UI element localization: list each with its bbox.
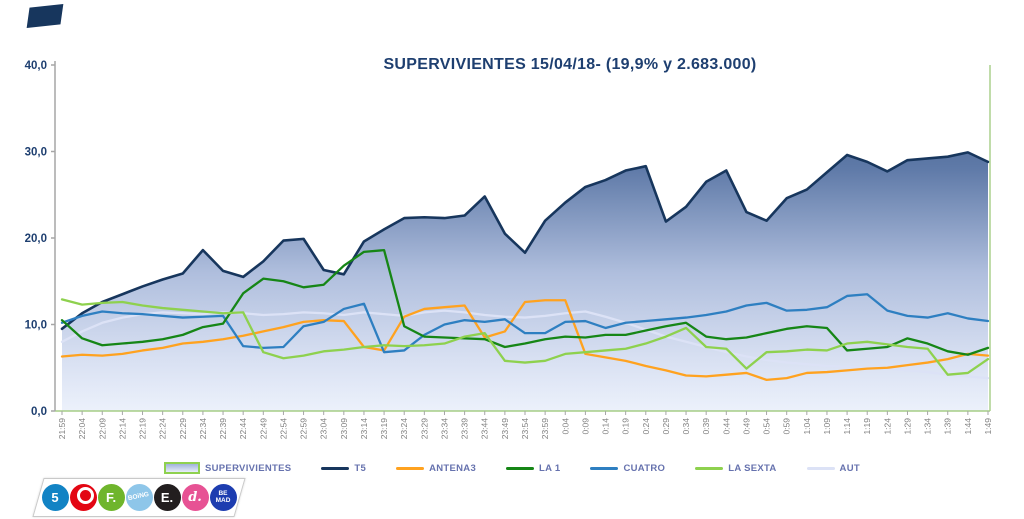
x-tick-label: 22:14: [117, 418, 127, 440]
series-line-t5: [60, 151, 990, 331]
series-line-cuatro: [60, 293, 990, 354]
x-tick-label: 0:04: [560, 418, 570, 435]
y-tick-label: 40,0: [25, 60, 47, 72]
legend-label: CUATRO: [623, 462, 666, 474]
series-line-la-sexta: [60, 298, 990, 376]
legend-item-aut: AUT: [806, 462, 860, 474]
boing-logo: BOiNG: [125, 484, 153, 511]
y-tick-label: 20,0: [25, 233, 47, 245]
chart-title: SUPERVIVIENTES 15/04/18- (19,9% y 2.683.…: [383, 56, 757, 73]
x-tick-label: 22:34: [198, 418, 208, 440]
legend-swatch: [321, 466, 350, 470]
legend-item-la-1: LA 1: [506, 463, 560, 474]
x-tick-label: 0:49: [741, 418, 751, 435]
x-tick-label: 23:09: [339, 418, 349, 440]
x-tick-label: 22:29: [178, 418, 188, 440]
t5-area: [62, 152, 988, 412]
legend-swatch: [806, 466, 835, 470]
x-tick-label: 23:44: [480, 418, 490, 440]
cuatro-logo: [69, 484, 97, 511]
divinity-logo: d.: [181, 484, 209, 511]
legend-label: LA 1: [539, 462, 561, 474]
legend-item-cuatro: CUATRO: [590, 463, 665, 474]
x-tick-label: 22:19: [138, 418, 148, 440]
y-tick-label: 10,0: [25, 320, 47, 332]
fdf-logo: F.: [97, 484, 125, 511]
x-tick-label: 1:24: [882, 418, 892, 435]
series-line-la-1: [60, 248, 990, 356]
x-tick-label: 1:14: [842, 418, 852, 435]
legend-swatch: [695, 466, 724, 470]
legend-label: LA SEXTA: [728, 462, 777, 474]
x-tick-label: 1:49: [983, 418, 993, 435]
x-tick-label: 21:59: [57, 418, 67, 440]
x-tick-label: 0:24: [641, 418, 651, 435]
x-tick-label: 0:39: [701, 418, 711, 435]
x-tick-label: 0:44: [721, 418, 731, 435]
x-tick-label: 1:29: [902, 418, 912, 435]
x-tick-label: 0:29: [661, 418, 671, 435]
legend-item-la-sexta: LA SEXTA: [695, 463, 776, 474]
legend-swatch: [590, 466, 619, 470]
cuatro-ring-icon: [76, 487, 94, 504]
x-tick-label: 22:54: [278, 418, 288, 440]
audience-line-chart: 0,0 10,0 20,0 30,0 40,0 21:59 22:04 22:09 22:14 2…: [25, 60, 993, 440]
x-tick-label: 0:14: [601, 418, 611, 435]
legend-label: SUPERVIVIENTES: [205, 462, 292, 474]
x-tick-label: 1:39: [943, 418, 953, 435]
legend-item-t5: T5: [321, 463, 366, 474]
x-tick-label: 22:44: [238, 418, 248, 440]
x-tick-label: 0:59: [782, 418, 792, 435]
x-tick-label: 1:34: [923, 418, 933, 435]
x-tick-label: 1:19: [862, 418, 872, 435]
x-tick-label: 22:39: [218, 418, 228, 440]
channel-logos-band: 5 F. BOiNG E. d. BE MAD: [32, 478, 246, 517]
x-tick-label: 0:34: [681, 418, 691, 435]
legend-item-supervivientes: SUPERVIVIENTES: [164, 462, 291, 474]
telecinco-logo: 5: [41, 484, 69, 511]
legend-label: ANTENA3: [429, 462, 477, 474]
x-tick-label: 23:49: [500, 418, 510, 440]
x-tick-label: 0:19: [621, 418, 631, 435]
x-tick-label: 1:04: [802, 418, 812, 435]
x-tick-label: 1:09: [822, 418, 832, 435]
x-tick-label: 23:34: [439, 418, 449, 440]
legend-item-antena3: ANTENA3: [396, 463, 476, 474]
x-tick-label: 23:54: [520, 418, 530, 440]
series-line-antena3: [60, 299, 990, 382]
x-tick-label: 1:44: [963, 418, 973, 435]
legend-swatch: [506, 466, 535, 470]
x-tick-label: 0:54: [762, 418, 772, 435]
legend-label: AUT: [839, 462, 860, 474]
legend-swatch: [164, 462, 200, 474]
y-tick-label: 30,0: [25, 147, 47, 159]
x-tick-label: 23:19: [379, 418, 389, 440]
x-tick-label: 22:49: [258, 418, 268, 440]
x-tick-label: 22:09: [97, 418, 107, 440]
y-tick-label: 0,0: [31, 406, 47, 418]
legend-swatch: [396, 466, 425, 470]
x-tick-label: 22:04: [77, 418, 87, 440]
x-tick-label: 22:59: [299, 418, 309, 440]
x-tick-label: 22:24: [158, 418, 168, 440]
energy-logo: E.: [153, 484, 181, 511]
legend-label: T5: [354, 462, 367, 474]
x-tick-label: 23:04: [319, 418, 329, 440]
x-tick-label: 23:59: [540, 418, 550, 440]
x-tick-label: 23:39: [460, 418, 470, 440]
bemad-logo: BE MAD: [209, 484, 237, 511]
x-tick-label: 0:09: [580, 418, 590, 435]
x-tick-label: 23:14: [359, 418, 369, 440]
x-tick-label: 23:29: [419, 418, 429, 440]
channel-logos-row: 5 F. BOiNG E. d. BE MAD: [39, 479, 239, 516]
x-tick-label: 23:24: [399, 418, 409, 440]
chart-legend: SUPERVIVIENTES T5 ANTENA3 LA 1 CUATRO LA SEXT…: [0, 462, 1024, 474]
